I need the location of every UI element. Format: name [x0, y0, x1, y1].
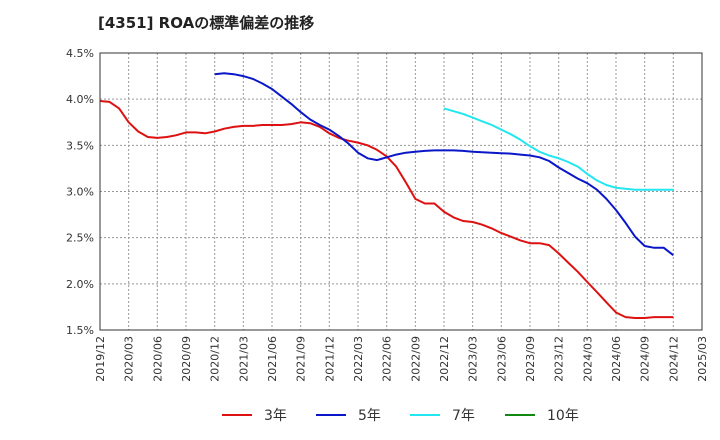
chart-title: [4351] ROAの標準偏差の推移	[98, 14, 314, 32]
legend: 3年 5年 7年 10年	[222, 408, 579, 424]
x-tick-label: 2022/06	[381, 336, 394, 382]
x-tick-label: 2020/09	[180, 336, 193, 382]
x-tick-label: 2022/12	[438, 336, 451, 382]
x-tick-label: 2020/03	[123, 336, 136, 382]
x-tick-label: 2020/12	[209, 336, 222, 382]
legend-label: 5年	[358, 408, 381, 424]
x-tick-label: 2021/03	[237, 336, 250, 382]
x-tick-label: 2020/06	[151, 336, 164, 382]
x-tick-label: 2024/03	[581, 336, 594, 382]
series-lines	[99, 72, 674, 319]
x-tick-label: 2021/06	[266, 336, 279, 382]
y-tick-label: 1.5%	[66, 324, 94, 337]
y-tick-label: 4.5%	[66, 47, 94, 60]
x-tick-label: 2024/06	[610, 336, 623, 382]
y-tick-label: 2.0%	[66, 278, 94, 291]
x-tick-label: 2022/09	[409, 336, 422, 382]
x-tick-label: 2021/09	[295, 336, 308, 382]
series-line-5年	[214, 72, 674, 256]
x-tick-label: 2025/03	[696, 336, 709, 382]
y-axis-ticks: 4.5% 4.0% 3.5% 3.0% 2.5% 2.0% 1.5%	[66, 47, 94, 337]
y-tick-label: 3.0%	[66, 186, 94, 199]
x-tick-label: 2019/12	[94, 336, 107, 382]
x-tick-label: 2024/09	[639, 336, 652, 382]
y-tick-label: 3.5%	[66, 139, 94, 152]
x-tick-label: 2023/03	[467, 336, 480, 382]
x-tick-label: 2024/12	[667, 336, 680, 382]
x-tick-label: 2022/03	[352, 336, 365, 382]
series-line-7年	[443, 107, 674, 191]
plot-frame	[99, 52, 703, 331]
grid	[100, 53, 702, 330]
x-tick-label: 2023/09	[524, 336, 537, 382]
y-tick-label: 2.5%	[66, 232, 94, 245]
legend-label: 10年	[547, 408, 579, 424]
legend-label: 3年	[264, 408, 287, 424]
x-axis-ticks: 2019/12 2020/03 2020/06 2020/09 2020/12 2021/…	[94, 336, 709, 382]
x-tick-label: 2023/06	[495, 336, 508, 382]
x-tick-label: 2021/12	[323, 336, 336, 382]
x-tick-label: 2023/12	[553, 336, 566, 382]
legend-label: 7年	[452, 408, 475, 424]
y-tick-label: 4.0%	[66, 93, 94, 106]
